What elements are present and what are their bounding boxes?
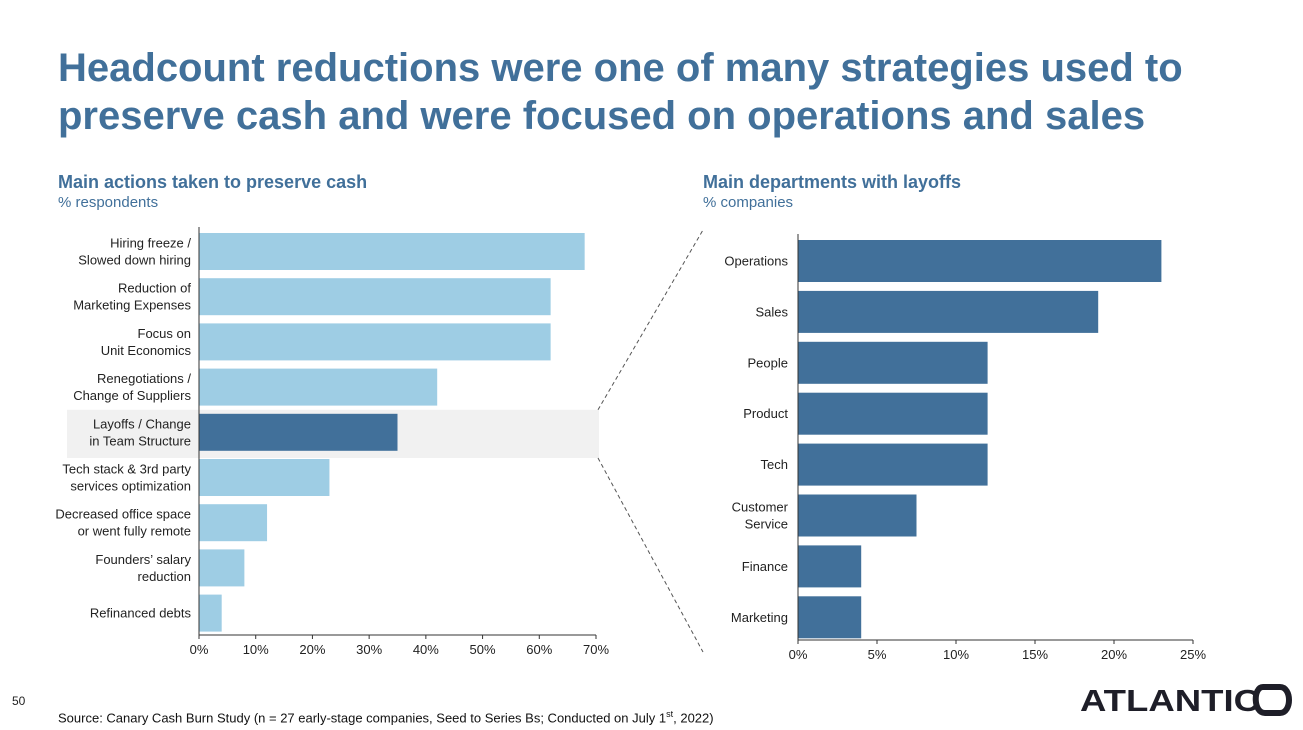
right-category-label: Finance — [742, 559, 788, 574]
left-tick-label: 10% — [243, 642, 269, 657]
right-bar — [798, 240, 1162, 282]
left-bar — [199, 504, 268, 542]
right-tick-label: 15% — [1022, 647, 1048, 662]
left-category-label: Hiring freeze / — [110, 236, 191, 251]
left-tick-label: 20% — [299, 642, 325, 657]
right-bar — [798, 392, 988, 435]
right-tick-label: 20% — [1101, 647, 1127, 662]
atlantico-logo: ATLANTIC — [1080, 683, 1292, 718]
source-superscript: st — [666, 709, 674, 719]
right-bar — [798, 545, 862, 588]
left-category-label: Founders’ salary — [95, 552, 191, 567]
left-tick-label: 50% — [470, 642, 496, 657]
connector-line-bottom — [597, 457, 704, 653]
left-category-label: Unit Economics — [101, 343, 192, 358]
left-bar — [199, 594, 222, 632]
slide-title: Headcount reductions were one of many st… — [58, 46, 1183, 138]
left-tick-label: 70% — [583, 642, 609, 657]
left-category-label: Reduction of — [118, 281, 191, 296]
right-category-label: Tech — [761, 457, 788, 472]
source-text: Source: Canary Cash Burn Study (n = 27 e… — [58, 710, 667, 726]
left-tick-label: 60% — [526, 642, 552, 657]
left-chart-subtitle: % respondents — [58, 194, 159, 211]
logo-wordmark: ATLANTIC — [1080, 683, 1260, 718]
left-bar — [199, 413, 398, 451]
left-category-label: Slowed down hiring — [78, 253, 191, 268]
left-chart-header: Main actions taken to preserve cash % re… — [58, 171, 367, 213]
left-category-label: Change of Suppliers — [73, 388, 191, 403]
left-category-label: Tech stack & 3rd party — [62, 462, 191, 477]
left-tick-label: 0% — [190, 642, 209, 657]
right-category-label: Operations — [724, 254, 788, 269]
logo-o-mark — [1252, 684, 1292, 716]
left-category-label: Decreased office space — [55, 507, 191, 522]
right-bar — [798, 443, 988, 486]
right-category-label: People — [748, 355, 788, 370]
right-bar — [798, 341, 988, 384]
right-tick-label: 5% — [868, 647, 887, 662]
left-category-label: or went fully remote — [78, 524, 191, 539]
left-category-label: Refinanced debts — [90, 606, 192, 621]
left-bar — [199, 233, 585, 270]
left-tick-label: 30% — [356, 642, 382, 657]
left-chart-title: Main actions taken to preserve cash — [58, 172, 368, 192]
right-category-label: Customer — [732, 500, 789, 515]
right-bar — [798, 596, 862, 639]
right-bar — [798, 290, 1099, 333]
right-tick-label: 0% — [789, 647, 808, 662]
left-category-label: Layoffs / Change — [93, 416, 191, 431]
page-number: 50 — [12, 694, 26, 708]
left-bar — [199, 323, 551, 361]
source-text-end: , 2022) — [673, 710, 714, 726]
left-category-label: reduction — [138, 569, 191, 584]
right-tick-label: 25% — [1180, 647, 1206, 662]
right-category-label: Product — [743, 406, 788, 421]
left-bar — [199, 459, 330, 496]
right-category-label: Marketing — [731, 610, 788, 625]
left-tick-label: 40% — [413, 642, 439, 657]
right-chart-header: Main departments with layoffs % companie… — [703, 171, 961, 213]
left-bar — [199, 549, 245, 587]
source-note: Source: Canary Cash Burn Study (n = 27 e… — [58, 709, 714, 725]
left-bar — [199, 368, 438, 406]
left-bar — [199, 278, 551, 316]
left-category-label: in Team Structure — [89, 433, 191, 448]
right-tick-label: 10% — [943, 647, 969, 662]
left-category-label: Renegotiations / — [97, 371, 191, 386]
left-category-label: Marketing Expenses — [73, 298, 191, 313]
right-chart-subtitle: % companies — [703, 194, 794, 211]
right-bar — [798, 494, 917, 537]
right-chart-title: Main departments with layoffs — [703, 172, 962, 192]
right-category-label: Service — [745, 517, 788, 532]
connector-line-top — [597, 229, 704, 411]
right-category-label: Sales — [755, 304, 788, 319]
left-category-label: Focus on — [138, 326, 191, 341]
left-category-label: services optimization — [70, 479, 191, 494]
